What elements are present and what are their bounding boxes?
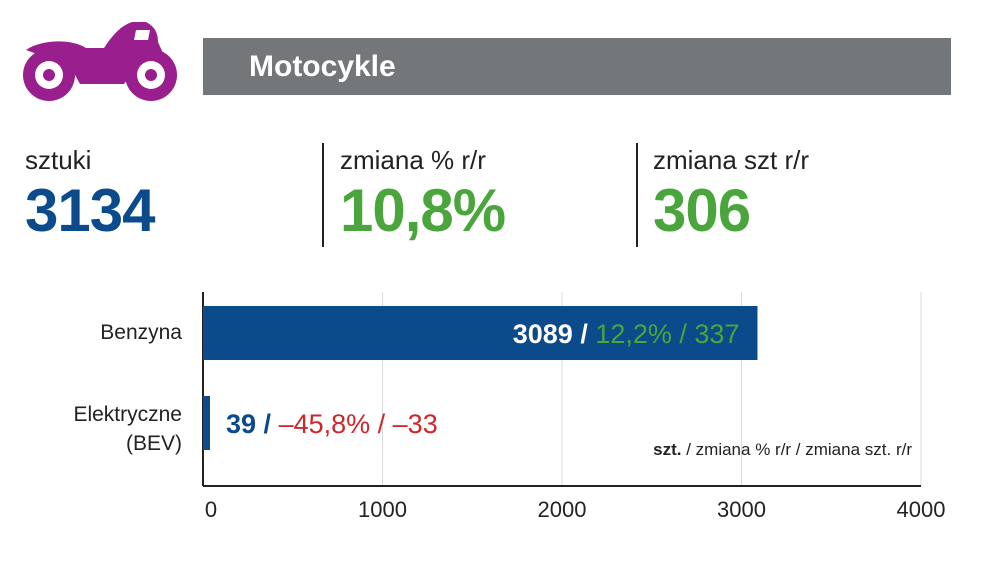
- bar: [203, 306, 758, 360]
- data-label-separator: /: [370, 409, 393, 439]
- stat-pct-change: zmiana % r/r 10,8%: [340, 142, 506, 244]
- data-label-value: 39: [226, 409, 256, 439]
- data-label-value: 3089: [513, 319, 573, 349]
- stat-divider: [322, 143, 324, 247]
- category-label: Elektryczne (BEV): [73, 400, 182, 458]
- category-label-line: (BEV): [125, 432, 182, 455]
- data-label: 39 / –45,8% / –33: [226, 409, 438, 439]
- legend-note: szt. / zmiana % r/r / zmiana szt. r/r: [653, 440, 912, 460]
- legend-note-text: / zmiana % r/r / zmiana szt. r/r: [681, 440, 912, 459]
- category-label: Benzyna: [100, 318, 182, 347]
- stat-pct-change-label: zmiana % r/r: [340, 145, 486, 175]
- data-label-pct-change: –45,8%: [279, 409, 371, 439]
- x-tick-label: 3000: [717, 497, 766, 522]
- data-label-unit-change: –33: [393, 409, 438, 439]
- stat-units-label: sztuki: [25, 145, 92, 175]
- data-label: 3089 / 12,2% / 337: [513, 319, 740, 349]
- stat-units-value: 3134: [25, 177, 155, 244]
- stat-unit-change-label: zmiana szt r/r: [653, 145, 810, 175]
- data-label-pct-change: 12,2%: [595, 319, 672, 349]
- bar: [203, 396, 211, 450]
- stat-unit-change: zmiana szt r/r 306: [653, 142, 809, 244]
- x-tick-label: 2000: [538, 497, 587, 522]
- stat-pct-change-value: 10,8%: [340, 177, 506, 244]
- x-tick-label: 0: [205, 497, 217, 522]
- page-title: Motocykle: [203, 38, 951, 95]
- stat-divider: [636, 143, 638, 247]
- category-label-line: Elektryczne: [73, 403, 182, 426]
- x-tick-label: 1000: [358, 497, 407, 522]
- data-label-separator: /: [256, 409, 279, 439]
- stat-units: sztuki 3134: [25, 142, 155, 244]
- x-tick-label: 4000: [897, 497, 946, 522]
- data-label-unit-change: 337: [694, 319, 739, 349]
- data-label-separator: /: [573, 319, 596, 349]
- legend-note-bold: szt.: [653, 440, 682, 459]
- category-label-line: Benzyna: [100, 321, 182, 344]
- data-label-separator: /: [672, 319, 695, 349]
- stat-unit-change-value: 306: [653, 177, 751, 244]
- motorcycle-icon: [23, 22, 177, 101]
